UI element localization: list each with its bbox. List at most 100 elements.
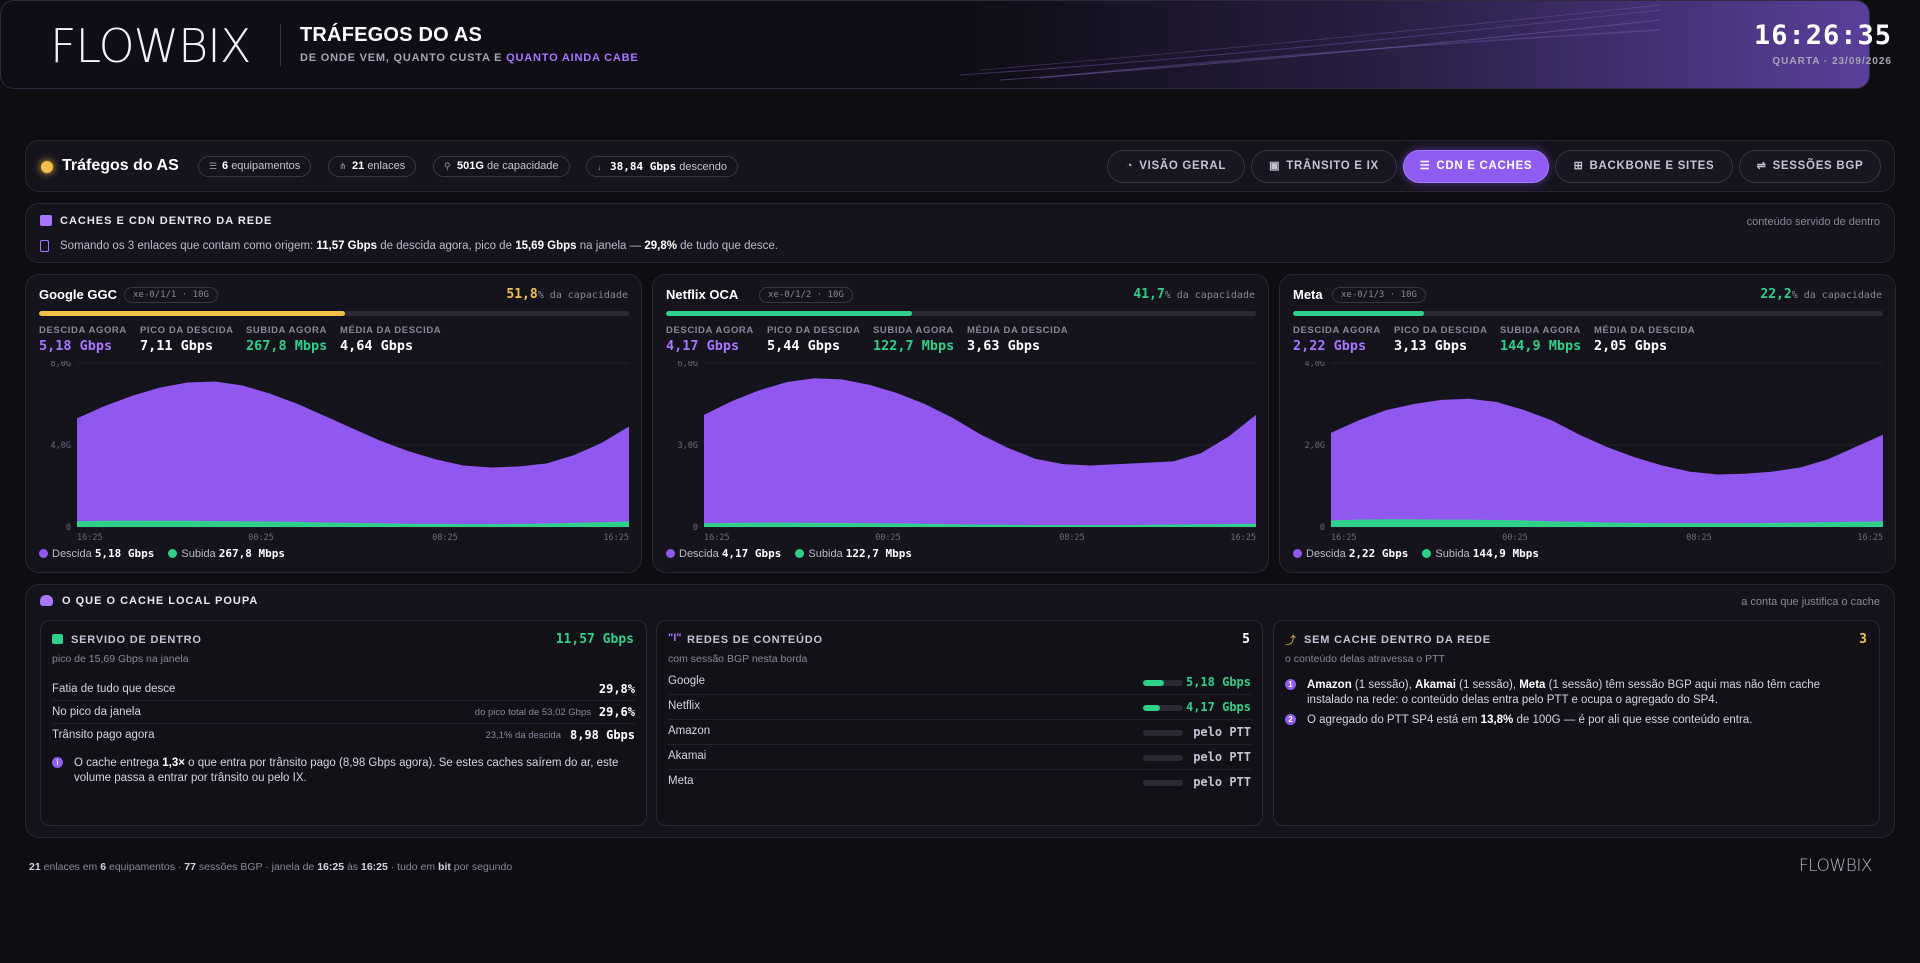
- network-share-fill: [1143, 680, 1164, 686]
- value: 16:25: [360, 861, 388, 873]
- stat-value: 7,11 Gbps: [140, 338, 214, 354]
- cdn-name: Meta: [1293, 287, 1323, 302]
- stat-value: 3,13 Gbps: [1394, 338, 1468, 354]
- page-title: TRÁFEGOS DO AS: [300, 24, 483, 46]
- chip-label: de capacidade: [486, 160, 559, 172]
- info-note: i O cache entrega 1,3× o que entra por tr…: [52, 756, 635, 786]
- stat-value: 5,44 Gbps: [767, 338, 841, 354]
- pie-icon: ◔: [1125, 160, 1134, 172]
- text: · tudo em: [387, 861, 439, 873]
- row-value: 29,6%: [598, 705, 635, 719]
- content-network-row: Google 5,18 Gbps: [668, 670, 1251, 695]
- network-name: Meta: [668, 775, 694, 787]
- x-tick-label: 16:25: [1230, 533, 1256, 543]
- header-banner: FLOWBIX TRÁFEGOS DO AS DE ONDE VEM, QUAN…: [0, 0, 1891, 89]
- card-title: REDES DE CONTEÚDO: [687, 634, 823, 646]
- content-network-row: Netflix 4,17 Gbps: [668, 695, 1251, 720]
- network-value: pelo PTT: [1193, 725, 1251, 739]
- value: bit: [438, 861, 451, 873]
- chip-capacity: ⚲ 501G de capacidade: [433, 156, 570, 177]
- handshake-icon: ⇌: [1756, 160, 1767, 172]
- value: 16:25: [317, 861, 345, 873]
- legend-dot-up: [168, 549, 178, 558]
- tab-sessoes-bgp[interactable]: ⇌ SESSÕES BGP: [1739, 150, 1881, 183]
- x-tick-label: 16:25: [1857, 533, 1883, 543]
- cdn-card: Google GGC xe-0/1/1 · 10G 51,8% da capac…: [25, 274, 642, 573]
- chip-downstream: ↓ 38,84 Gbps descendo: [586, 156, 739, 177]
- card-title: SERVIDO DE DENTRO: [71, 634, 202, 646]
- header-divider: [280, 24, 281, 66]
- piggy-bank-icon: [40, 595, 53, 606]
- stat-down-now: DESCIDA AGORA 2,22 Gbps: [1293, 325, 1381, 354]
- value: 15,69 Gbps: [515, 240, 577, 252]
- traffic-chart: 6,0G 3,0G 0 16:25 00:25 08:25 16:25: [678, 361, 1256, 543]
- networks-count: 5: [1242, 632, 1250, 647]
- capacity-percent: 22,2% da capacidade: [1760, 287, 1882, 302]
- row-value: 8,98 Gbps: [569, 728, 635, 742]
- footer-summary: 21 enlaces em 6 equipamentos · 77 sessõe…: [29, 861, 512, 873]
- x-tick-label: 08:25: [432, 533, 458, 543]
- row-label: Fatia de tudo que desce: [52, 683, 176, 695]
- subtitle-prefix: DE ONDE VEM, QUANTO CUSTA E: [300, 52, 507, 64]
- y-tick-label: 8,0G: [51, 361, 71, 369]
- x-tick-label: 00:25: [875, 533, 901, 543]
- table-row: Trânsito pago agora 23,1% da descida 8,98 …: [52, 725, 635, 747]
- stat-label: SUBIDA AGORA: [873, 325, 954, 336]
- network-share-bar: [1143, 730, 1183, 736]
- row-label: No pico da janela: [52, 706, 141, 718]
- y-tick-label: 3,0G: [678, 441, 698, 451]
- stat-value: 144,9 Mbps: [1500, 338, 1582, 354]
- text: o que entra por trânsito pago (8,98 Gbps…: [74, 757, 619, 784]
- series-area-subida: [1331, 519, 1883, 527]
- legend-label: Descida: [52, 548, 92, 560]
- route-icon: ⤴: [1285, 635, 1296, 647]
- savings-section: O QUE O CACHE LOCAL POUPA a conta que ju…: [25, 584, 1895, 838]
- stat-value: 3,63 Gbps: [967, 338, 1041, 354]
- note-text: O agregado do PTT SP4 está em 13,8% de 1…: [1307, 713, 1868, 728]
- no-cache-count: 3: [1859, 632, 1867, 647]
- value: 29,8%: [644, 240, 677, 252]
- card-subtitle: com sessão BGP nesta borda: [668, 653, 808, 665]
- value: Meta: [1519, 679, 1546, 691]
- tab-label: TRÂNSITO E IX: [1286, 160, 1379, 172]
- x-tick-label: 00:25: [248, 533, 274, 543]
- series-area-descida: [77, 381, 629, 527]
- network-icon: ⋔: [339, 161, 347, 171]
- antenna-icon: "I": [668, 632, 682, 644]
- network-share-bar: [1143, 755, 1183, 761]
- text: às: [344, 861, 361, 873]
- tab-visao-geral[interactable]: ◔ VISÃO GERAL: [1107, 150, 1245, 183]
- x-tick-label: 08:25: [1059, 533, 1085, 543]
- cdn-card: Netflix OCA xe-0/1/2 · 10G 41,7% da capa…: [652, 274, 1269, 573]
- note-text: Amazon (1 sessão), Akamai (1 sessão), Me…: [1307, 678, 1868, 708]
- stat-label: MÉDIA DA DESCIDA: [340, 325, 442, 336]
- tab-backbone-sites[interactable]: ⊞ BACKBONE E SITES: [1555, 150, 1733, 183]
- no-cache-card: ⤴ SEM CACHE DENTRO DA REDE 3 o conteúdo …: [1273, 620, 1880, 826]
- port-badge: xe-0/1/3 · 10G: [1332, 287, 1426, 303]
- cdn-name: Google GGC: [39, 287, 117, 302]
- stat-label: PICO DA DESCIDA: [1394, 325, 1488, 336]
- tab-transito-ix[interactable]: ▣ TRÂNSITO E IX: [1251, 150, 1397, 183]
- storage-icon: [52, 634, 63, 644]
- value: Amazon: [1307, 679, 1352, 691]
- cdn-name: Netflix OCA: [666, 287, 739, 302]
- capacity-bar-fill: [1293, 311, 1424, 316]
- network-share-bar: [1143, 705, 1183, 711]
- chart-legend: Descida 4,17 Gbps Subida 122,7 Mbps: [666, 547, 926, 560]
- served-value: 11,57 Gbps: [555, 632, 634, 647]
- tab-cdn-caches[interactable]: ☰ CDN E CACHES: [1403, 150, 1549, 183]
- legend-label: Descida: [1306, 548, 1346, 560]
- legend-label: Subida: [181, 548, 216, 560]
- stat-label: MÉDIA DA DESCIDA: [967, 325, 1069, 336]
- tab-label: SESSÕES BGP: [1772, 160, 1864, 172]
- y-tick-label: 0: [1320, 523, 1325, 533]
- card-subtitle: pico de 15,69 Gbps na janela: [52, 653, 189, 665]
- status-dot: [41, 161, 53, 173]
- percent-unit: % da capacidade: [537, 290, 628, 301]
- chip-label: enlaces: [367, 160, 406, 172]
- stat-value: 2,22 Gbps: [1293, 338, 1367, 354]
- stat-label: MÉDIA DA DESCIDA: [1594, 325, 1696, 336]
- capacity-percent: 41,7% da capacidade: [1133, 287, 1255, 302]
- stat-up-now: SUBIDA AGORA 267,8 Mbps: [246, 325, 327, 354]
- server-icon: ☰: [209, 161, 218, 171]
